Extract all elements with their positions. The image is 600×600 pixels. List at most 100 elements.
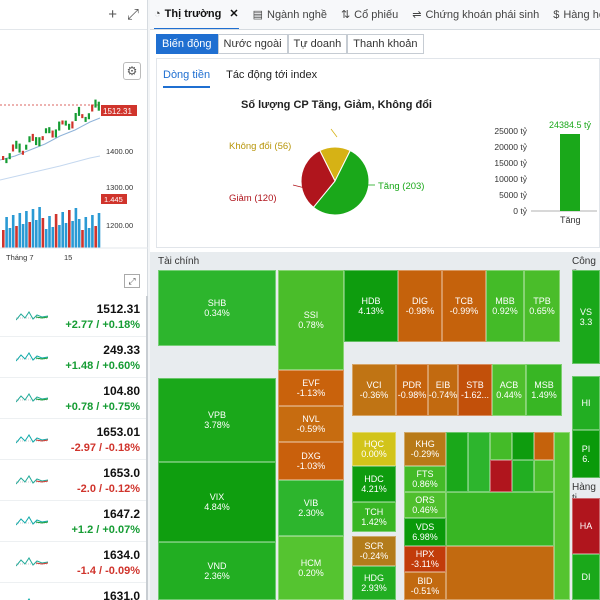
treemap-tile[interactable]: KHG -0.29% <box>404 432 446 466</box>
treemap-tile[interactable]: NVL -0.59% <box>278 406 344 442</box>
treemap-tile-small[interactable] <box>512 460 534 492</box>
tab-4[interactable]: $Hàng hó <box>553 9 600 21</box>
subtab-button[interactable]: Nước ngoài <box>217 34 288 54</box>
percent-change: -0.29% <box>410 449 440 459</box>
price-tag: 1512.31 <box>103 107 132 116</box>
treemap-tile[interactable]: VND 2.36% <box>158 542 276 600</box>
treemap-tile[interactable]: SSI 0.78% <box>278 270 344 370</box>
tab-tac-dong-index[interactable]: Tác động tới index <box>226 69 318 81</box>
percent-change: 6.98% <box>412 532 438 542</box>
index-row[interactable]: 1653.0 -2.0 / -0.12% <box>0 460 148 501</box>
expand-icon[interactable]: ⤢ <box>126 6 139 23</box>
candle <box>97 101 100 111</box>
index-row[interactable]: 249.33 +1.48 / +0.60% <box>0 337 148 378</box>
treemap-tile[interactable]: EIB -0.74% <box>428 364 458 416</box>
tab-3[interactable]: ⇌ Chứng khoán phái sinh <box>412 8 539 22</box>
subtab-button[interactable]: Tự doanh <box>287 34 348 54</box>
percent-change: -3.11% <box>411 559 439 569</box>
ticker: TCH <box>364 506 384 517</box>
treemap-tile[interactable]: ACB 0.44% <box>492 364 526 416</box>
fullscreen-icon[interactable]: ⤢ <box>124 274 140 288</box>
treemap-tile-small[interactable] <box>534 460 554 492</box>
index-row[interactable]: 1634.0 -1.4 / -0.09% <box>0 542 148 583</box>
treemap-tile[interactable]: TCB -0.99% <box>442 270 486 342</box>
treemap-tile[interactable]: VCI -0.36% <box>352 364 396 416</box>
index-row[interactable]: 1512.31 +2.77 / +0.18% <box>0 296 148 337</box>
scrollbar[interactable] <box>146 296 148 600</box>
close-icon[interactable]: ✕ <box>229 8 239 20</box>
index-change: -2.97 / -0.18% <box>70 442 140 454</box>
percent-change: 1.49% <box>531 390 557 400</box>
treemap-tile[interactable]: SHB 0.34% <box>158 270 276 346</box>
candle <box>87 113 90 120</box>
treemap-tile[interactable]: HCM 0.20% <box>278 536 344 600</box>
ticker: DXG <box>301 450 321 461</box>
bar-value-label: 24384.5 tỷ <box>549 120 592 130</box>
treemap-tile[interactable]: BID -0.51% <box>404 572 446 600</box>
percent-change: -1.03% <box>296 461 326 471</box>
treemap-tile[interactable]: HDG 2.93% <box>352 566 396 600</box>
treemap-tile-small[interactable] <box>468 432 490 492</box>
tab-0[interactable]: ◔ Thị trường ✕ <box>154 0 239 29</box>
treemap-tile[interactable]: TCH 1.42% <box>352 502 396 532</box>
treemap-tile[interactable]: PI 6. <box>572 430 600 478</box>
treemap-tile-small[interactable] <box>446 492 554 546</box>
treemap-tile-small[interactable] <box>490 460 512 492</box>
tab-label: Cổ phiếu <box>354 8 399 21</box>
treemap-tile[interactable]: VS 3.3 <box>572 270 600 364</box>
treemap-tile[interactable]: VIB 2.30% <box>278 480 344 536</box>
treemap-tile[interactable]: MBB 0.92% <box>486 270 524 342</box>
subtab-button[interactable]: Thanh khoản <box>347 34 424 54</box>
index-row[interactable]: 1653.01 -2.97 / -0.18% <box>0 419 148 460</box>
treemap-tile[interactable]: HDC 4.21% <box>352 466 396 502</box>
treemap-tile-small[interactable] <box>446 432 468 492</box>
treemap-tile[interactable]: DIG -0.98% <box>398 270 442 342</box>
treemap-tile-small[interactable] <box>534 432 554 460</box>
tab-2[interactable]: ⇅ Cổ phiếu <box>341 8 399 22</box>
volume-bar <box>2 230 5 248</box>
treemap-tile[interactable]: EVF -1.13% <box>278 370 344 406</box>
treemap-tile[interactable]: VIX 4.84% <box>158 462 276 542</box>
add-icon[interactable]: + <box>108 6 117 23</box>
index-row[interactable]: 1647.2 +1.2 / +0.07% <box>0 501 148 542</box>
treemap-tile[interactable]: HA <box>572 498 600 554</box>
treemap-tile[interactable]: STB -1.62... <box>458 364 492 416</box>
treemap-tile[interactable]: HQC 0.00% <box>352 432 396 466</box>
subtab-button[interactable]: Biến động <box>156 34 218 54</box>
volume-bar <box>94 226 97 248</box>
treemap-tile[interactable]: VPB 3.78% <box>158 378 276 462</box>
treemap-tile[interactable]: VDS 6.98% <box>404 518 446 546</box>
treemap-tile[interactable]: HDB 4.13% <box>344 270 398 342</box>
treemap-tile[interactable]: DXG -1.03% <box>278 442 344 480</box>
settings-gear-icon[interactable]: ⚙ <box>123 62 141 80</box>
treemap-tile-small[interactable] <box>490 432 512 460</box>
bar-y-tick: 5000 tỷ <box>499 190 528 200</box>
tab-1[interactable]: ▤ Ngành nghề <box>253 8 327 22</box>
candle <box>11 144 15 152</box>
tab-dong-tien[interactable]: Dòng tiền <box>163 69 211 88</box>
treemap-tile[interactable]: MSB 1.49% <box>526 364 562 416</box>
ticker: HA <box>579 520 593 531</box>
x-tick: Tháng 7 <box>6 253 34 262</box>
treemap-tile[interactable]: HPX -3.11% <box>404 546 446 572</box>
treemap-tile-small[interactable] <box>554 432 570 600</box>
index-row[interactable]: 1631.0 <box>0 583 148 600</box>
candle <box>58 121 61 131</box>
index-row[interactable]: 104.80 +0.78 / +0.75% <box>0 378 148 419</box>
candle <box>94 99 97 108</box>
treemap-tile[interactable]: SCR -0.24% <box>352 536 396 566</box>
treemap-tile-small[interactable] <box>446 546 554 600</box>
ticker: HDG <box>364 572 384 583</box>
index-change: +0.78 / +0.75% <box>65 401 140 413</box>
y-tick: 1300.00 <box>106 183 133 192</box>
treemap-tile[interactable]: FTS 0.86% <box>404 466 446 492</box>
treemap-tile[interactable]: DI <box>572 554 600 600</box>
treemap-tile[interactable]: ORS 0.46% <box>404 492 446 518</box>
candle <box>54 129 57 138</box>
ticker: SHB <box>207 297 227 308</box>
treemap-tile[interactable]: HI <box>572 376 600 430</box>
treemap-tile[interactable]: TPB 0.65% <box>524 270 560 342</box>
treemap-tile-small[interactable] <box>512 432 534 460</box>
sparkline-icon <box>16 311 48 321</box>
treemap-tile[interactable]: PDR -0.98% <box>396 364 428 416</box>
